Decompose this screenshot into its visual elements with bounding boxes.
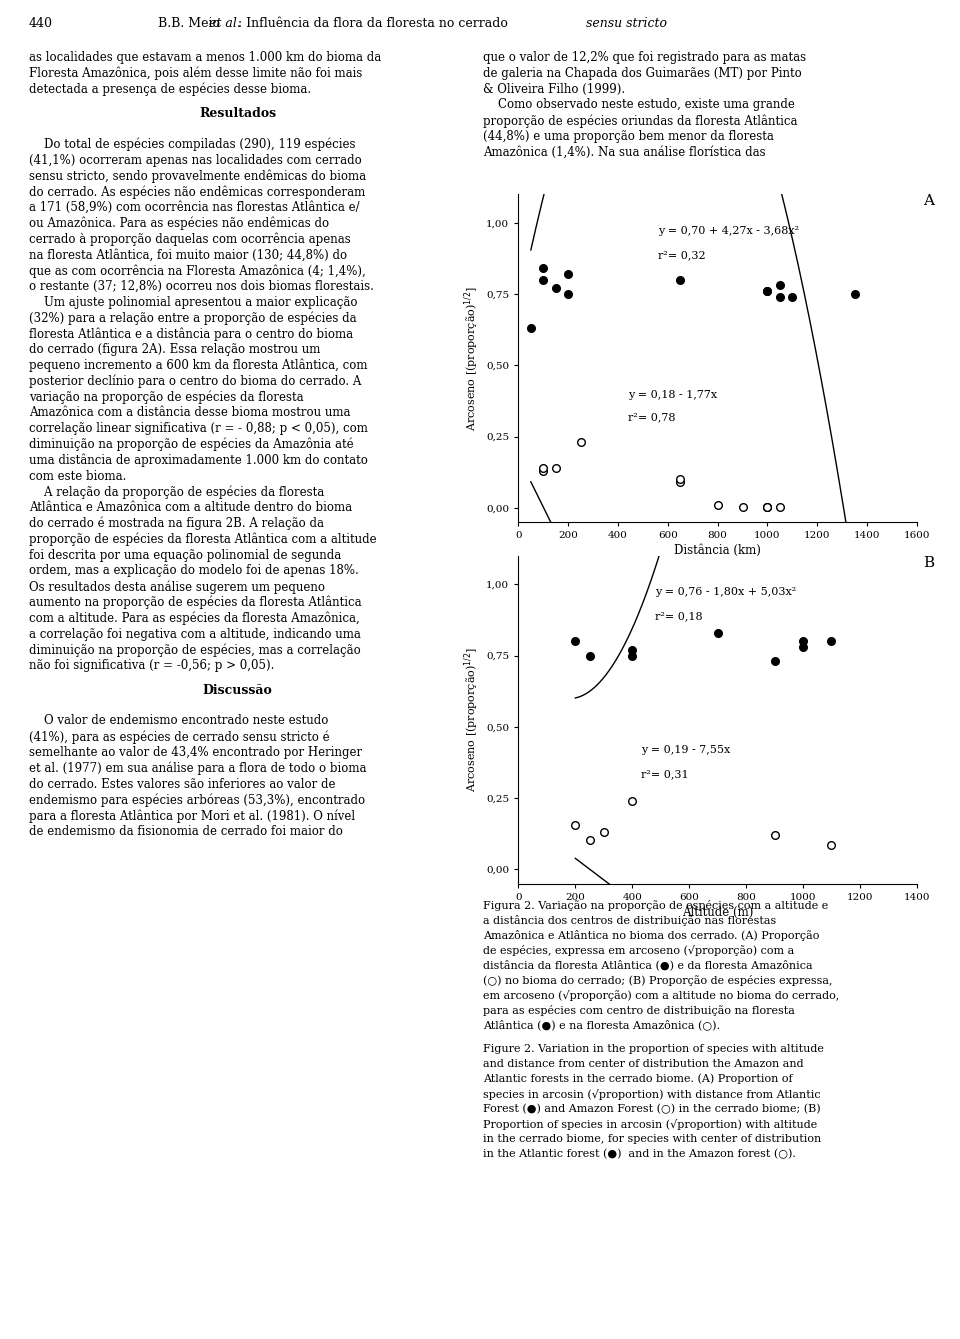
Text: as localidades que estavam a menos 1.000 km do bioma da: as localidades que estavam a menos 1.000… [29, 51, 381, 64]
Text: diminuição na proporção de espécies, mas a correlação: diminuição na proporção de espécies, mas… [29, 644, 361, 657]
Text: Atlântica (●) e na floresta Amazônica (○).: Atlântica (●) e na floresta Amazônica (○… [483, 1020, 720, 1031]
Text: (41%), para as espécies de cerrado sensu stricto é: (41%), para as espécies de cerrado sensu… [29, 730, 329, 743]
Text: uma distância de aproximadamente 1.000 km do contato: uma distância de aproximadamente 1.000 k… [29, 454, 368, 467]
Text: sensu stricto, sendo provavelmente endêmicas do bioma: sensu stricto, sendo provavelmente endêm… [29, 170, 366, 183]
Text: Figura 2. Variação na proporção de espécies com a altitude e: Figura 2. Variação na proporção de espéc… [483, 900, 828, 911]
Text: y = 0,19 - 7,55x: y = 0,19 - 7,55x [640, 746, 730, 755]
Text: Floresta Amazônica, pois além desse limite não foi mais: Floresta Amazônica, pois além desse limi… [29, 67, 362, 80]
Text: de espécies, expressa em arcoseno (√proporção) com a: de espécies, expressa em arcoseno (√prop… [483, 945, 794, 956]
Text: A relação da proporção de espécies da floresta: A relação da proporção de espécies da fl… [29, 486, 324, 499]
Text: in the Atlantic forest (●)  and in the Amazon forest (○).: in the Atlantic forest (●) and in the Am… [483, 1149, 796, 1160]
Text: do cerrado. Estes valores são inferiores ao valor de: do cerrado. Estes valores são inferiores… [29, 778, 335, 791]
Text: (○) no bioma do cerrado; (B) Proporção de espécies expressa,: (○) no bioma do cerrado; (B) Proporção d… [483, 975, 832, 986]
Text: Figure 2. Variation in the proportion of species with altitude: Figure 2. Variation in the proportion of… [483, 1044, 824, 1054]
Text: de galeria na Chapada dos Guimarães (MT) por Pinto: de galeria na Chapada dos Guimarães (MT)… [483, 67, 802, 80]
Text: r²= 0,31: r²= 0,31 [640, 770, 688, 779]
Text: proporção de espécies da floresta Atlântica com a altitude: proporção de espécies da floresta Atlânt… [29, 533, 376, 546]
Text: do cerrado (figura 2A). Essa relação mostrou um: do cerrado (figura 2A). Essa relação mos… [29, 343, 321, 356]
Text: Discussão: Discussão [203, 684, 273, 696]
Text: pequeno incremento a 600 km da floresta Atlântica, com: pequeno incremento a 600 km da floresta … [29, 359, 368, 372]
Y-axis label: Arcoseno [(proporção)$^{1/2}$]: Arcoseno [(proporção)$^{1/2}$] [462, 285, 481, 431]
Text: do cerrado é mostrada na figura 2B. A relação da: do cerrado é mostrada na figura 2B. A re… [29, 517, 324, 530]
Text: y = 0,18 - 1,77x: y = 0,18 - 1,77x [628, 390, 717, 399]
Text: Amazônica com a distância desse bioma mostrou uma: Amazônica com a distância desse bioma mo… [29, 407, 350, 419]
Text: et al.: et al. [209, 17, 241, 31]
Text: Forest (●) and Amazon Forest (○) in the cerrado biome; (B): Forest (●) and Amazon Forest (○) in the … [483, 1103, 821, 1114]
Text: O valor de endemismo encontrado neste estudo: O valor de endemismo encontrado neste es… [29, 715, 328, 727]
Text: Do total de espécies compiladas (290), 119 espécies: Do total de espécies compiladas (290), 1… [29, 138, 355, 151]
Text: correlação linear significativa (r = - 0,88; p < 0,05), com: correlação linear significativa (r = - 0… [29, 422, 368, 435]
Text: distância da floresta Atlântica (●) e da floresta Amazônica: distância da floresta Atlântica (●) e da… [483, 960, 812, 971]
Text: posterior declínio para o centro do bioma do cerrado. A: posterior declínio para o centro do biom… [29, 375, 361, 388]
Text: Um ajuste polinomial apresentou a maior explicação: Um ajuste polinomial apresentou a maior … [29, 296, 357, 309]
Text: com a altitude. Para as espécies da floresta Amazônica,: com a altitude. Para as espécies da flor… [29, 612, 360, 625]
Text: ou Amazônica. Para as espécies não endêmicas do: ou Amazônica. Para as espécies não endêm… [29, 217, 329, 230]
Y-axis label: Arcoseno [(proporção)$^{1/2}$]: Arcoseno [(proporção)$^{1/2}$] [462, 647, 481, 793]
Text: sensu stricto: sensu stricto [586, 17, 666, 31]
Text: de endemismo da fisionomia de cerrado foi maior do: de endemismo da fisionomia de cerrado fo… [29, 825, 343, 838]
Text: y = 0,76 - 1,80x + 5,03x²: y = 0,76 - 1,80x + 5,03x² [655, 586, 796, 597]
Text: que o valor de 12,2% que foi registrado para as matas: que o valor de 12,2% que foi registrado … [483, 51, 806, 64]
Text: semelhante ao valor de 43,4% encontrado por Heringer: semelhante ao valor de 43,4% encontrado … [29, 746, 362, 759]
Text: Atlantic forests in the cerrado biome. (A) Proportion of: Atlantic forests in the cerrado biome. (… [483, 1074, 793, 1085]
Text: cerrado à proporção daquelas com ocorrência apenas: cerrado à proporção daquelas com ocorrên… [29, 233, 350, 246]
Text: que as com ocorrência na Floresta Amazônica (4; 1,4%),: que as com ocorrência na Floresta Amazôn… [29, 264, 366, 277]
Text: Atlântica e Amazônica com a altitude dentro do bioma: Atlântica e Amazônica com a altitude den… [29, 501, 352, 514]
Text: A: A [923, 194, 934, 208]
Text: species in arcosin (√proportion) with distance from Atlantic: species in arcosin (√proportion) with di… [483, 1089, 821, 1099]
Text: r²= 0,18: r²= 0,18 [655, 612, 703, 621]
Text: foi descrita por uma equação polinomial de segunda: foi descrita por uma equação polinomial … [29, 549, 341, 561]
Text: r²= 0,32: r²= 0,32 [658, 250, 706, 260]
Text: com este bioma.: com este bioma. [29, 470, 126, 482]
Text: et al. (1977) em sua análise para a flora de todo o bioma: et al. (1977) em sua análise para a flor… [29, 762, 367, 775]
Text: para as espécies com centro de distribuição na floresta: para as espécies com centro de distribui… [483, 1004, 795, 1016]
Text: Como observado neste estudo, existe uma grande: Como observado neste estudo, existe uma … [483, 98, 795, 111]
Text: : Influência da flora da floresta no cerrado: : Influência da flora da floresta no cer… [238, 17, 512, 31]
Text: floresta Atlântica e a distância para o centro do bioma: floresta Atlântica e a distância para o … [29, 328, 353, 341]
Text: variação na proporção de espécies da floresta: variação na proporção de espécies da flo… [29, 391, 303, 404]
Text: (44,8%) e uma proporção bem menor da floresta: (44,8%) e uma proporção bem menor da flo… [483, 130, 774, 143]
X-axis label: Altitude (m): Altitude (m) [682, 907, 754, 919]
Text: Resultados: Resultados [199, 107, 276, 121]
Text: B: B [923, 556, 934, 569]
Text: o restante (37; 12,8%) ocorreu nos dois biomas florestais.: o restante (37; 12,8%) ocorreu nos dois … [29, 280, 373, 293]
Text: a 171 (58,9%) com ocorrência nas florestas Atlântica e/: a 171 (58,9%) com ocorrência nas florest… [29, 201, 359, 214]
Text: and distance from center of distribution the Amazon and: and distance from center of distribution… [483, 1059, 804, 1069]
X-axis label: Distância (km): Distância (km) [674, 545, 761, 557]
Text: ordem, mas a explicação do modelo foi de apenas 18%.: ordem, mas a explicação do modelo foi de… [29, 565, 358, 577]
Text: não foi significativa (r = -0,56; p > 0,05).: não foi significativa (r = -0,56; p > 0,… [29, 659, 275, 672]
Text: para a floresta Atlântica por Mori et al. (1981). O nível: para a floresta Atlântica por Mori et al… [29, 809, 355, 822]
Text: B.B. Meio: B.B. Meio [158, 17, 225, 31]
Text: (32%) para a relação entre a proporção de espécies da: (32%) para a relação entre a proporção d… [29, 312, 356, 325]
Text: in the cerrado biome, for species with center of distribution: in the cerrado biome, for species with c… [483, 1134, 821, 1144]
Text: r²= 0,78: r²= 0,78 [628, 412, 676, 422]
Text: (41,1%) ocorreram apenas nas localidades com cerrado: (41,1%) ocorreram apenas nas localidades… [29, 154, 362, 166]
Text: do cerrado. As espécies não endêmicas corresponderam: do cerrado. As espécies não endêmicas co… [29, 185, 365, 198]
Text: diminuição na proporção de espécies da Amazônia até: diminuição na proporção de espécies da A… [29, 438, 353, 451]
Text: a distância dos centros de distribuição nas florestas: a distância dos centros de distribuição … [483, 915, 776, 925]
Text: proporção de espécies oriundas da floresta Atlântica: proporção de espécies oriundas da flores… [483, 114, 798, 127]
Text: Amazônica (1,4%). Na sua análise florística das: Amazônica (1,4%). Na sua análise floríst… [483, 146, 765, 159]
Text: Proportion of species in arcosin (√proportion) with altitude: Proportion of species in arcosin (√propo… [483, 1119, 817, 1130]
Text: & Oliveira Filho (1999).: & Oliveira Filho (1999). [483, 83, 625, 95]
Text: 440: 440 [29, 17, 53, 31]
Text: Os resultados desta análise sugerem um pequeno: Os resultados desta análise sugerem um p… [29, 580, 324, 593]
Text: detectada a presença de espécies desse bioma.: detectada a presença de espécies desse b… [29, 83, 311, 96]
Text: endemismo para espécies arbóreas (53,3%), encontrado: endemismo para espécies arbóreas (53,3%)… [29, 794, 365, 807]
Text: em arcoseno (√proporção) com a altitude no bioma do cerrado,: em arcoseno (√proporção) com a altitude … [483, 990, 839, 1000]
Text: aumento na proporção de espécies da floresta Atlântica: aumento na proporção de espécies da flor… [29, 596, 361, 609]
Text: na floresta Atlântica, foi muito maior (130; 44,8%) do: na floresta Atlântica, foi muito maior (… [29, 249, 347, 261]
Text: y = 0,70 + 4,27x - 3,68x²: y = 0,70 + 4,27x - 3,68x² [658, 225, 799, 236]
Text: Amazônica e Atlântica no bioma dos cerrado. (A) Proporção: Amazônica e Atlântica no bioma dos cerra… [483, 929, 819, 941]
Text: a correlação foi negativa com a altitude, indicando uma: a correlação foi negativa com a altitude… [29, 628, 361, 640]
